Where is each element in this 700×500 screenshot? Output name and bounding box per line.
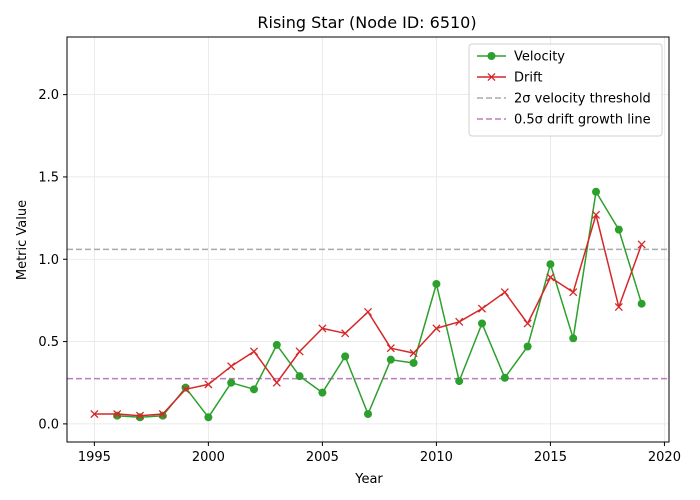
data-point <box>363 307 373 316</box>
data-point <box>569 334 578 343</box>
data-point <box>546 273 555 282</box>
data-point <box>227 378 236 387</box>
data-point <box>569 288 578 297</box>
data-point <box>318 388 327 397</box>
chart-title: Rising Star (Node ID: 6510) <box>257 13 476 32</box>
series-line-drift <box>94 214 643 417</box>
y-tick-label: 0.0 <box>38 417 59 432</box>
data-point <box>295 372 304 381</box>
legend-marker <box>487 72 496 82</box>
x-tick-label: 2015 <box>534 450 567 465</box>
x-tick-label: 2005 <box>306 450 339 465</box>
data-point <box>614 302 623 312</box>
data-point <box>341 329 350 338</box>
data-point <box>181 383 190 392</box>
y-axis-label: Metric Value <box>15 200 30 280</box>
data-point <box>113 411 122 420</box>
series-line-velocity <box>117 191 643 419</box>
data-point <box>546 260 555 269</box>
data-point <box>341 352 350 361</box>
x-axis-label: Year <box>354 472 383 487</box>
data-point <box>455 377 464 386</box>
data-point <box>386 344 395 353</box>
data-point <box>432 279 441 288</box>
data-point <box>523 319 532 328</box>
data-point <box>272 378 281 387</box>
legend-label: 0.5σ drift growth line <box>514 113 651 128</box>
y-axis-ticks: 0.0 0.5 1.0 1.5 2.0 <box>38 88 67 432</box>
data-point <box>478 319 487 328</box>
data-point <box>272 340 281 349</box>
reference-lines <box>67 248 669 380</box>
plot-frame <box>66 36 670 443</box>
legend-label: Velocity <box>514 50 565 65</box>
data-point <box>113 409 122 419</box>
data-point <box>135 411 145 420</box>
legend-label: Drift <box>514 71 542 86</box>
data-point <box>295 347 304 356</box>
legend: Velocity Drift 2σ velocity threshold 0.5σ d… <box>468 43 663 137</box>
data-point <box>318 324 327 333</box>
data-point <box>158 411 167 420</box>
data-point <box>637 299 646 308</box>
data-point <box>364 410 372 419</box>
data-point <box>455 317 464 326</box>
data-point <box>204 380 213 389</box>
x-tick-label: 1995 <box>78 450 111 465</box>
data-point <box>227 362 236 371</box>
x-axis-ticks: 1995 2000 2005 2010 2015 2020 <box>78 442 681 465</box>
legend-marker <box>487 52 496 60</box>
data-point <box>477 304 487 313</box>
y-tick-label: 1.0 <box>38 253 59 268</box>
grid <box>67 37 669 442</box>
data-point <box>249 347 259 356</box>
data-point <box>409 358 418 367</box>
data-point <box>500 373 509 382</box>
data-point <box>181 385 190 394</box>
y-tick-label: 1.5 <box>38 170 59 185</box>
data-point <box>409 349 418 358</box>
data-point <box>90 409 99 419</box>
data-point <box>204 413 213 422</box>
x-tick-label: 2010 <box>420 450 453 465</box>
data-point <box>249 385 258 394</box>
data-point <box>135 413 144 422</box>
data-point <box>386 355 395 364</box>
legend-box <box>468 43 663 137</box>
x-tick-label: 2020 <box>648 450 681 465</box>
series-layer <box>90 187 646 422</box>
data-point <box>614 225 623 234</box>
data-point <box>592 187 601 196</box>
y-tick-label: 0.5 <box>38 335 59 350</box>
x-tick-label: 2000 <box>192 450 225 465</box>
data-point <box>637 240 646 249</box>
data-point <box>158 409 167 419</box>
data-point <box>500 288 509 297</box>
y-tick-label: 2.0 <box>38 88 59 103</box>
data-point <box>591 210 601 219</box>
legend-label: 2σ velocity threshold <box>514 92 651 107</box>
data-point <box>523 342 532 351</box>
data-point <box>432 324 441 333</box>
